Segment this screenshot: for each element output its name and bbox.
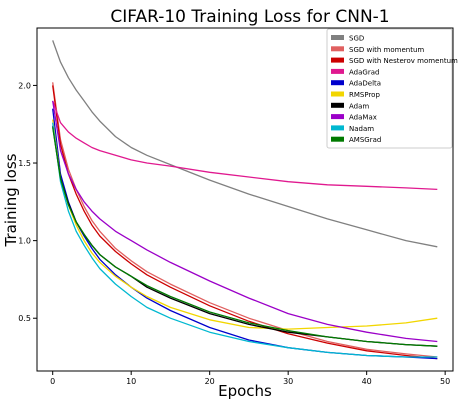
legend: SGD SGD with momentum SGD with Nesterov mo… xyxy=(326,28,458,149)
y-tick-label: 1.5 xyxy=(18,159,31,168)
legend-label: Adam xyxy=(349,102,369,110)
legend-swatch xyxy=(331,91,344,97)
legend-label: SGD with Nesterov momentum xyxy=(349,57,458,65)
series-group xyxy=(52,40,438,360)
legend-label: SGD xyxy=(349,35,364,43)
legend-swatch xyxy=(331,125,344,131)
x-tick-label: 10 xyxy=(126,377,136,386)
series-line-nadam xyxy=(52,122,438,358)
series-line-sgd-with-nesterov-momentum xyxy=(52,85,438,360)
legend-swatch xyxy=(331,80,344,86)
tick-group: 0 10 20 30 40 50 0.5 1.0 1.5 2.0 xyxy=(18,81,450,386)
plot-frame xyxy=(36,27,454,372)
legend-box xyxy=(326,28,453,149)
x-axis-title: Epochs xyxy=(218,382,272,400)
legend-swatch xyxy=(331,35,344,40)
series-line-adamax xyxy=(52,100,438,343)
legend-swatch xyxy=(331,57,344,63)
y-tick-label: 0.5 xyxy=(18,314,31,323)
x-tick-label: 40 xyxy=(362,377,372,386)
legend-swatch xyxy=(331,136,344,142)
legend-label: AdaMax xyxy=(349,114,377,122)
legend-label: AMSGrad xyxy=(349,136,381,144)
series-line-adagrad xyxy=(52,100,438,191)
x-tick-label: 30 xyxy=(283,377,293,386)
x-tick-label: 0 xyxy=(50,377,55,386)
series-line-adam xyxy=(52,125,438,347)
legend-label: Nadam xyxy=(349,125,374,133)
legend-label: SGD with momentum xyxy=(349,46,424,54)
series-line-rmsprop xyxy=(52,119,438,330)
legend-label: RMSProp xyxy=(349,91,380,99)
legend-label: AdaDelta xyxy=(349,80,381,88)
y-axis-title: Training loss xyxy=(2,153,20,247)
legend-swatch xyxy=(331,46,344,52)
series-line-amsgrad xyxy=(52,127,438,347)
series-line-sgd xyxy=(52,40,438,248)
legend-swatch xyxy=(331,68,344,74)
y-tick-label: 2.0 xyxy=(18,81,31,90)
legend-swatch xyxy=(331,114,344,120)
legend-label: AdaGrad xyxy=(349,68,379,76)
chart-title: CIFAR-10 Training Loss for CNN-1 xyxy=(110,7,389,27)
x-tick-label: 50 xyxy=(440,377,450,386)
legend-swatch xyxy=(331,102,344,108)
y-tick-label: 1.0 xyxy=(18,237,31,246)
x-tick-label: 20 xyxy=(205,377,215,386)
